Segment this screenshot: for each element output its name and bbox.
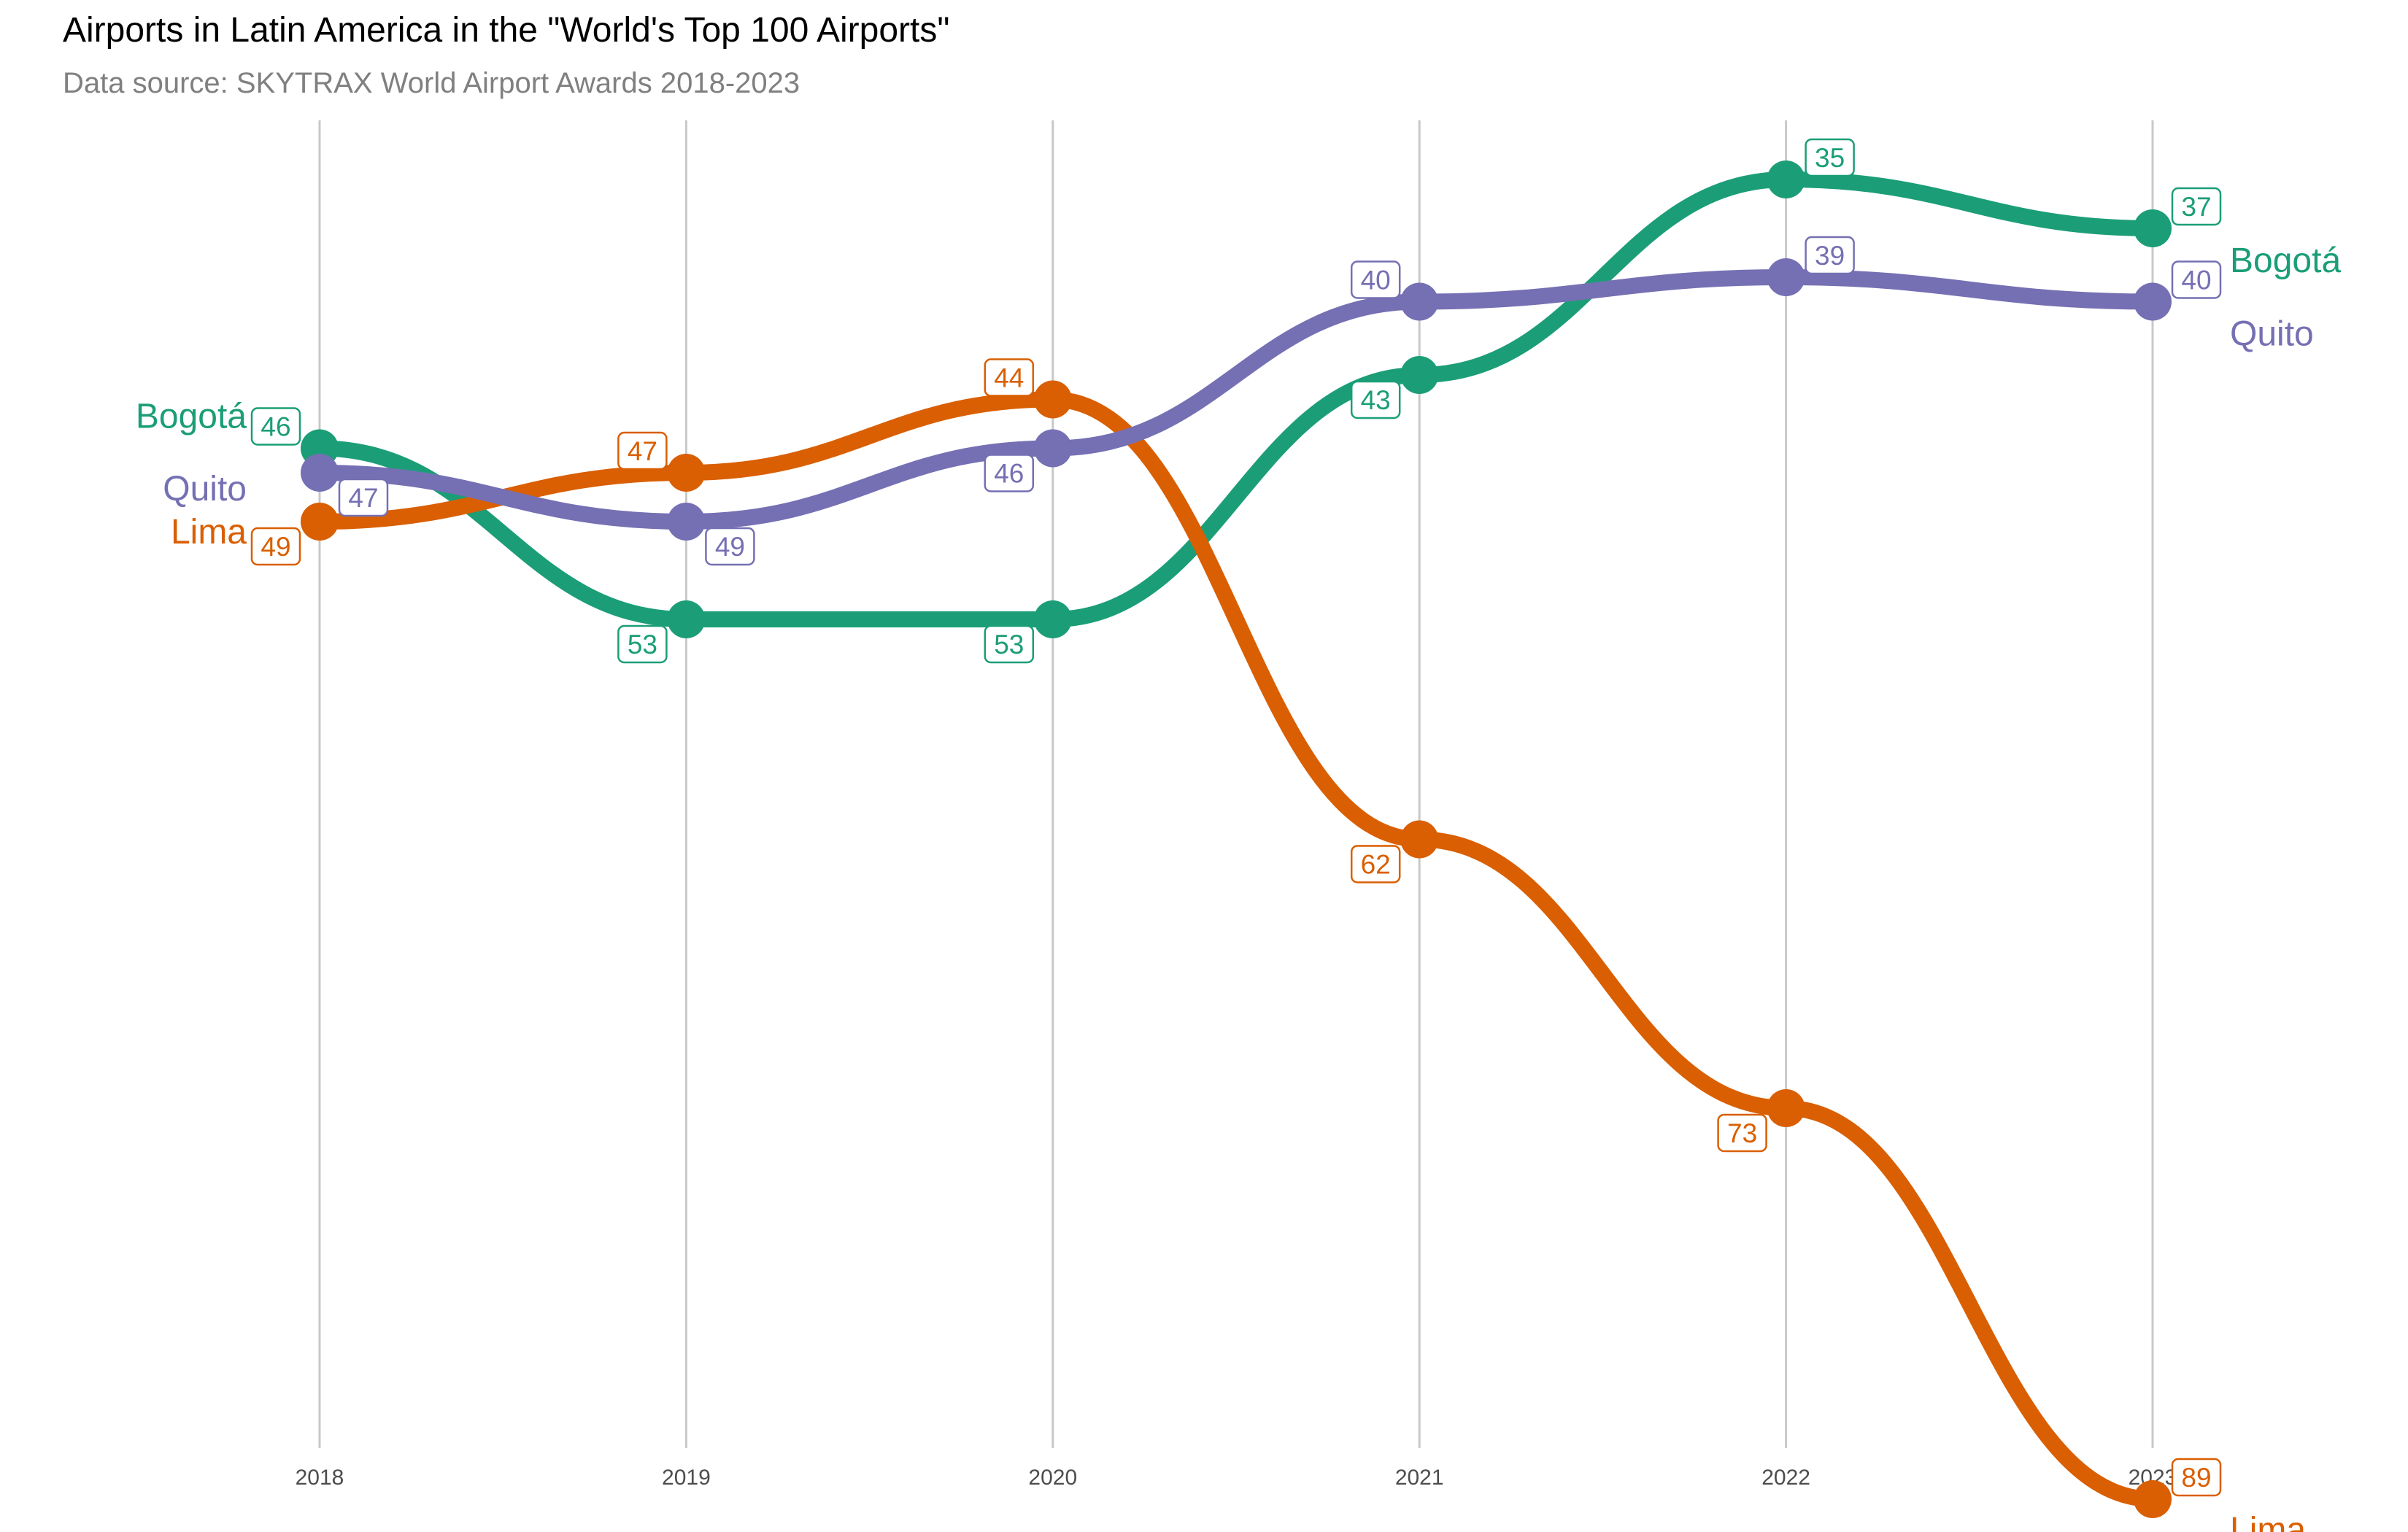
value-label-2-2020: 46 (984, 454, 1035, 492)
value-label-box (1805, 236, 1855, 275)
x-tick-label-2022: 2022 (1761, 1466, 1810, 1490)
value-label-1-2021: 62 (1350, 845, 1401, 883)
value-label-0-2021: 43 (1350, 380, 1401, 419)
value-label-1-2018: 49 (250, 527, 301, 566)
value-label-text: 46 (261, 412, 290, 442)
value-label-box (984, 624, 1035, 664)
value-label-text: 73 (1727, 1118, 1757, 1148)
value-label-box (2171, 260, 2222, 299)
data-point-2-2018 (301, 454, 339, 492)
value-label-1-2022: 73 (1717, 1113, 1767, 1153)
value-label-text: 37 (2181, 192, 2211, 222)
value-label-box (984, 358, 1035, 397)
x-tick-label-2018: 2018 (296, 1466, 344, 1490)
value-label-2-2018: 47 (338, 478, 389, 517)
series-name-start-2: Quito (163, 470, 247, 508)
value-label-0-2018: 46 (250, 407, 301, 446)
data-point-0-2019 (667, 600, 706, 638)
data-point-2-2022 (1767, 258, 1805, 296)
value-label-box (250, 527, 301, 566)
series-line-0 (312, 171, 2161, 628)
value-label-box (617, 431, 668, 471)
value-label-box (1350, 260, 1401, 299)
value-label-box (1805, 138, 1855, 177)
data-point-2-2019 (667, 503, 706, 541)
series-name-end-0: Bogotá (2230, 241, 2341, 280)
value-label-text: 53 (628, 630, 657, 659)
chart-title: Airports in Latin America in the "World'… (63, 11, 950, 50)
series-name-start-0: Bogotá (136, 398, 247, 436)
value-label-text: 47 (348, 483, 378, 513)
value-label-text: 89 (2181, 1463, 2211, 1493)
value-label-box (2171, 1458, 2222, 1497)
value-label-0-2019: 53 (617, 624, 668, 664)
data-point-2-2020 (1033, 429, 1072, 468)
data-point-0-2023 (2134, 209, 2172, 247)
series-name-end-1: Lima (2230, 1511, 2306, 1532)
series-name-end-2: Quito (2230, 315, 2314, 354)
value-label-1-2020: 44 (984, 358, 1035, 397)
series-name-start-1: Lima (171, 513, 247, 552)
data-point-1-2022 (1767, 1089, 1805, 1127)
value-label-text: 62 (1361, 850, 1391, 880)
value-label-text: 47 (628, 436, 657, 466)
value-label-box (984, 454, 1035, 492)
value-label-text: 39 (1815, 241, 1845, 271)
data-point-2-2021 (1400, 282, 1439, 321)
chart-subtitle: Data source: SKYTRAX World Airport Award… (63, 67, 800, 99)
value-label-box (1717, 1113, 1767, 1153)
data-point-1-2019 (667, 454, 706, 492)
value-label-text: 49 (261, 532, 290, 562)
series-line-2 (312, 268, 2161, 530)
data-point-1-2020 (1033, 380, 1072, 419)
value-label-text: 43 (1361, 385, 1391, 415)
value-label-box (705, 527, 755, 566)
data-point-0-2021 (1400, 356, 1439, 394)
value-label-box (2171, 187, 2222, 226)
value-label-0-2022: 35 (1805, 138, 1855, 177)
value-label-2-2019: 49 (705, 527, 755, 566)
value-label-0-2020: 53 (984, 624, 1035, 664)
value-label-text: 49 (715, 532, 745, 562)
value-label-text: 46 (994, 459, 1024, 489)
data-point-1-2018 (301, 503, 339, 541)
value-label-box (250, 407, 301, 446)
value-label-text: 40 (1361, 266, 1391, 295)
x-tick-label-2020: 2020 (1028, 1466, 1077, 1490)
x-tick-label-2021: 2021 (1395, 1466, 1444, 1490)
value-label-0-2023: 37 (2171, 187, 2222, 226)
data-point-1-2021 (1400, 820, 1439, 859)
value-label-text: 53 (994, 630, 1024, 659)
value-label-2-2023: 40 (2171, 260, 2222, 299)
value-label-box (1350, 380, 1401, 419)
value-label-text: 44 (994, 363, 1024, 393)
data-point-0-2020 (1033, 600, 1072, 638)
series-line-1 (312, 391, 2161, 1507)
value-label-text: 40 (2181, 266, 2211, 295)
data-point-0-2022 (1767, 160, 1805, 198)
value-label-1-2023: 89 (2171, 1458, 2222, 1497)
data-point-1-2023 (2134, 1480, 2172, 1518)
value-label-1-2019: 47 (617, 431, 668, 471)
value-label-box (1350, 845, 1401, 883)
value-label-box (617, 624, 668, 664)
value-label-2-2021: 40 (1350, 260, 1401, 299)
x-tick-label-2019: 2019 (662, 1466, 711, 1490)
value-label-text: 35 (1815, 143, 1845, 173)
data-point-2-2023 (2134, 282, 2172, 321)
value-label-2-2022: 39 (1805, 236, 1855, 275)
value-label-box (338, 478, 389, 517)
